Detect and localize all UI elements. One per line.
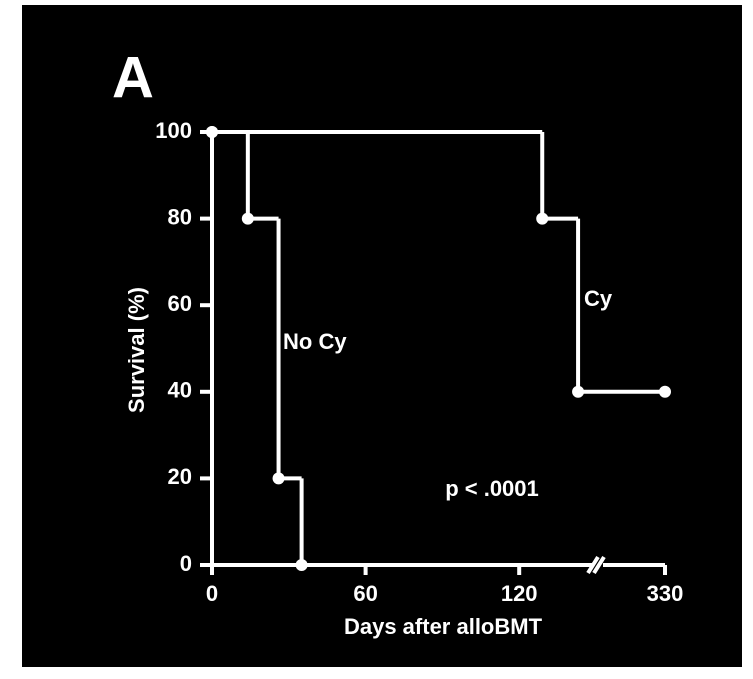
background [22,5,742,667]
point [272,472,285,485]
point [572,385,585,398]
point [659,385,671,398]
series-label: Cy [584,286,613,311]
x-axis-label: Days after alloBMT [344,614,543,639]
x-tick-label: 60 [353,581,377,606]
point [206,126,218,138]
x-tick-label: 330 [647,581,684,606]
y-tick-label: 20 [168,464,192,489]
y-tick-label: 80 [168,204,192,229]
y-tick-label: 0 [180,551,192,576]
y-tick-label: 60 [168,291,192,316]
x-tick-label: 0 [206,581,218,606]
y-tick-label: 100 [155,118,192,143]
point [241,212,254,225]
axis-break [586,555,606,575]
point [536,212,549,225]
panel-label: A [112,45,154,110]
annotation: p < .0001 [445,476,539,501]
y-tick-label: 40 [168,378,192,403]
series-label: No Cy [283,329,347,354]
x-tick-label: 120 [501,581,538,606]
y-axis-label: Survival (%) [124,287,149,413]
point [295,559,308,571]
